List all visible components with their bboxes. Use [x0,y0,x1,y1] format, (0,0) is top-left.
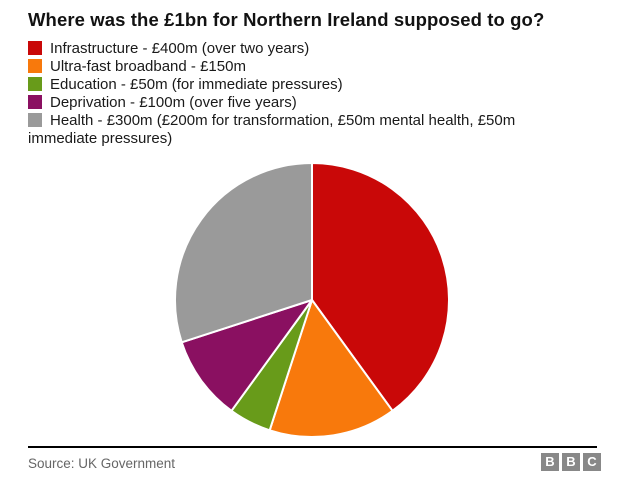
legend-item-infrastructure: Infrastructure - £400m (over two years) [28,40,580,58]
legend-swatch-education [28,77,42,91]
bbc-logo-letter-3: C [583,453,601,471]
legend-label-broadband: Ultra-fast broadband - £150m [50,58,246,75]
pie-slice-ultra-fast-broadband [268,299,394,438]
bbc-logo-letter-2: B [562,453,580,471]
legend-swatch-broadband [28,59,42,73]
legend-item-deprivation: Deprivation - £100m (over five years) [28,94,580,112]
source-text: Source: UK Government [28,456,176,471]
legend-item-health: Health - £300m (£200m for transformation… [28,112,580,148]
legend-label-deprivation: Deprivation - £100m (over five years) [50,94,297,111]
pie-slice-deprivation [180,299,313,412]
pie-slice-infrastructure [311,162,450,412]
legend-swatch-deprivation [28,95,42,109]
legend: Infrastructure - £400m (over two years) … [28,40,580,148]
pie-chart [174,162,450,438]
chart-title: Where was the £1bn for Northern Ireland … [28,9,545,30]
footer-divider [28,446,597,448]
legend-swatch-health [28,113,42,127]
legend-label-health: Health - £300m (£200m for transformation… [28,112,516,147]
legend-swatch-infrastructure [28,41,42,55]
legend-label-education: Education - £50m (for immediate pressure… [50,76,343,93]
bbc-logo: B B C [541,453,601,471]
bbc-logo-letter-1: B [541,453,559,471]
pie-chart-area [167,155,457,445]
legend-label-infrastructure: Infrastructure - £400m (over two years) [50,40,310,57]
legend-item-broadband: Ultra-fast broadband - £150m [28,58,580,76]
legend-item-education: Education - £50m (for immediate pressure… [28,76,580,94]
pie-slice-health [174,162,313,344]
